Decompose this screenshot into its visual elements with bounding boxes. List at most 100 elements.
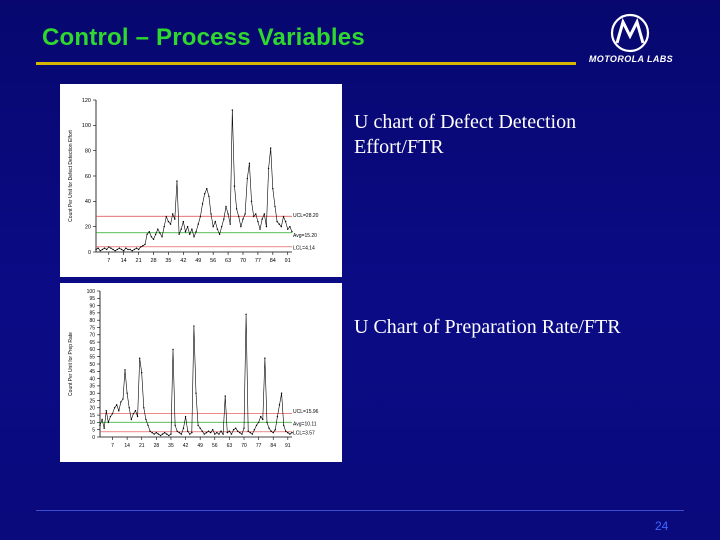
data-point <box>172 348 174 351</box>
data-point <box>253 429 256 431</box>
data-point <box>272 187 274 190</box>
slide-title: Control – Process Variables <box>42 24 365 51</box>
data-point <box>214 433 216 435</box>
data-point <box>208 195 210 197</box>
y-tick-label: 80 <box>85 148 91 154</box>
data-point <box>278 223 280 225</box>
x-tick-label: 56 <box>210 258 216 264</box>
data-point <box>203 433 206 435</box>
data-point <box>244 213 246 215</box>
data-point <box>280 392 283 394</box>
ucl-label: UCL=28.20 <box>293 213 319 219</box>
x-tick-label: 63 <box>225 258 231 264</box>
data-point <box>272 431 274 434</box>
data-point <box>95 248 97 251</box>
x-tick-label: 7 <box>107 258 110 264</box>
y-tick-label: 100 <box>87 289 96 295</box>
defect-detection-caption-line-1: U chart of Defect Detection <box>354 111 577 133</box>
data-point <box>220 430 222 432</box>
logo-text: MOTOROLA LABS <box>588 54 674 64</box>
data-point <box>231 109 234 111</box>
data-point <box>145 418 147 421</box>
data-point <box>101 418 103 421</box>
data-point <box>186 225 189 228</box>
defect-detection-caption: U chart of Defect Detection Effort/FTR <box>354 110 654 160</box>
defect-detection-u-chart: 0 20 40 60 80 100 120 7 14 21 28 35 42 49 56 63 70 77 84 91… <box>68 98 319 264</box>
data-point <box>105 248 108 251</box>
data-point <box>205 431 208 434</box>
data-point <box>265 225 268 228</box>
data-point <box>274 205 276 208</box>
data-point <box>129 248 131 251</box>
data-point <box>226 431 229 434</box>
x-tick-label: 28 <box>150 258 156 264</box>
y-tick-label: 25 <box>89 398 95 404</box>
data-point <box>151 431 153 434</box>
data-point <box>233 185 236 187</box>
y-axis-label: Count Per Unit for Prep Rate <box>68 332 74 396</box>
data-point <box>284 220 287 223</box>
data-point <box>118 410 120 412</box>
data-point <box>120 248 123 251</box>
x-tick-label: 84 <box>270 443 276 449</box>
data-point <box>289 225 291 228</box>
series-line <box>95 110 293 252</box>
avg-label: Avg=15.20 <box>293 233 317 239</box>
data-point <box>159 434 162 437</box>
data-point <box>169 223 172 225</box>
avg-label: Avg=10.11 <box>293 422 317 428</box>
data-point <box>280 225 283 228</box>
x-tick-label: 42 <box>180 258 186 264</box>
x-tick-label: 21 <box>136 258 142 264</box>
x-tick-label: 14 <box>121 258 127 264</box>
data-point <box>131 250 133 252</box>
data-point <box>203 193 206 195</box>
data-point <box>137 248 140 251</box>
data-point <box>108 246 110 248</box>
data-point <box>157 433 160 435</box>
data-point <box>109 415 112 418</box>
data-point <box>239 431 241 434</box>
data-point <box>142 244 144 247</box>
y-tick-label: 20 <box>89 406 95 412</box>
y-tick-label: 75 <box>89 325 95 331</box>
title-underline <box>36 62 576 65</box>
data-point <box>245 313 247 316</box>
preparation-rate-u-chart: 0510152025303540455055606570758085909510… <box>68 289 319 449</box>
motorola-labs-logo: MOTOROLA LABS <box>586 12 676 72</box>
data-point <box>128 407 130 409</box>
data-point <box>148 231 150 233</box>
data-point <box>234 427 237 429</box>
x-tick-label: 28 <box>154 443 160 449</box>
data-point <box>176 430 178 432</box>
data-point <box>161 236 163 238</box>
data-point <box>120 401 122 403</box>
footer-rule <box>36 510 684 511</box>
y-tick-label: 70 <box>89 333 95 339</box>
data-point <box>141 372 143 374</box>
data-point <box>189 233 191 235</box>
x-tick-label: 49 <box>197 443 203 449</box>
data-point <box>152 238 155 241</box>
data-point <box>122 250 125 252</box>
y-tick-label: 60 <box>89 347 95 353</box>
data-point <box>180 433 183 435</box>
ucl-label: UCL=15.96 <box>293 409 319 415</box>
preparation-rate-caption: U Chart of Preparation Rate/FTR <box>354 316 621 338</box>
data-point <box>218 433 220 435</box>
data-point <box>101 248 104 251</box>
preparation-rate-chart-panel: 0 5 10 15 20 25 30 35 40 45 50 55 60 65 70 75 80 85 90 95 10… <box>60 283 342 462</box>
y-tick-label: 40 <box>85 199 91 205</box>
data-point <box>230 433 233 435</box>
data-point <box>178 233 180 235</box>
data-point <box>291 231 293 233</box>
x-tick-label: 7 <box>111 443 114 449</box>
data-point <box>122 398 124 400</box>
data-point <box>222 433 224 435</box>
data-point <box>186 430 189 432</box>
data-point <box>238 215 240 218</box>
data-point <box>178 431 181 434</box>
data-point <box>278 404 281 406</box>
x-tick-label: 77 <box>255 258 261 264</box>
